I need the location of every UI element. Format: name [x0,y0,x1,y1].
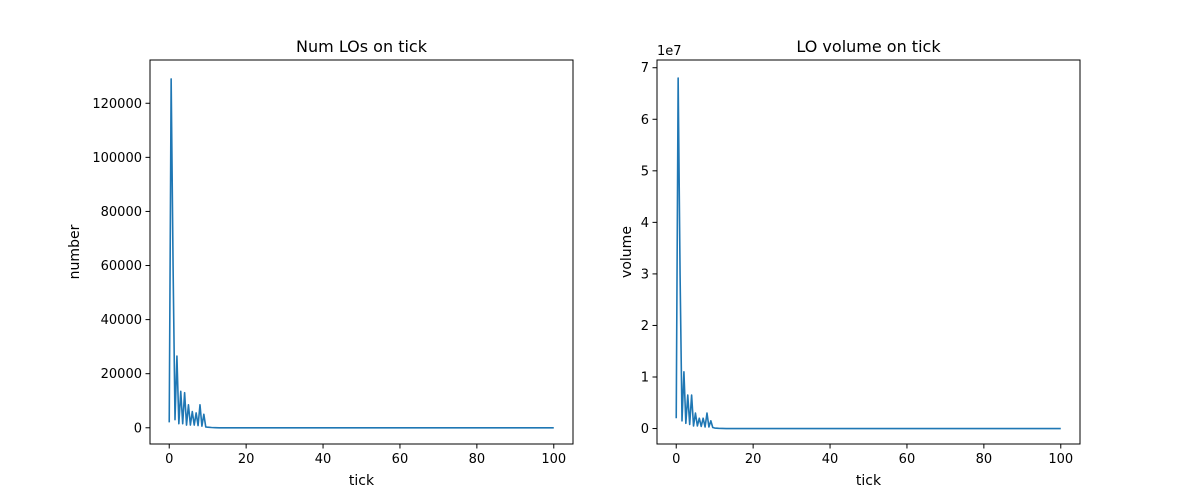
x-tick-label: 100 [1048,452,1073,467]
y-tick-label: 5 [641,164,649,179]
y-tick-label: 7 [641,61,649,76]
chart-title: LO volume on tick [796,37,941,56]
x-axis-label: tick [856,473,882,489]
y-tick-label: 60000 [101,259,142,274]
y-tick-label: 40000 [101,313,142,328]
x-tick-label: 0 [165,452,173,467]
x-tick-label: 60 [392,452,409,467]
y-axis-label: number [67,224,83,279]
x-axis-ticks: 0 20 40 60 80 100 [672,444,1073,467]
x-tick-label: 40 [822,452,839,467]
y-tick-label: 0 [134,421,142,436]
x-tick-label: 20 [238,452,255,467]
series-line [168,78,554,429]
series-layer [168,78,554,429]
subplot-lo-volume: LO volume on tick 0 20 40 60 80 100 01234567 … [619,37,1081,489]
x-axis-ticks: 0 20 40 60 80 100 [165,444,566,467]
y-tick-label: 4 [641,216,649,231]
y-tick-label: 2 [641,319,649,334]
y-tick-label: 3 [641,267,649,282]
x-tick-label: 60 [899,452,916,467]
plot-area-frame [149,59,574,445]
x-tick-label: 20 [745,452,762,467]
y-tick-label: 80000 [101,205,142,220]
y-tick-label: 120000 [92,97,142,112]
y-tick-label: 0 [641,422,649,437]
series-line [675,77,1061,430]
series-layer [675,77,1061,430]
y-tick-label: 100000 [92,151,142,166]
x-tick-label: 80 [976,452,993,467]
y-tick-label: 6 [641,113,649,128]
x-tick-label: 100 [541,452,566,467]
x-tick-label: 0 [672,452,680,467]
chart-title: Num LOs on tick [296,37,428,56]
x-axis-label: tick [349,473,375,489]
y-offset-label: 1e7 [657,44,682,59]
y-tick-label: 20000 [101,367,142,382]
y-axis-ticks: 0 20000 40000 60000 80000 100000 120000 [92,97,150,436]
plot-area-frame [656,59,1081,445]
y-axis-ticks: 0 1 2 3 4 5 6 7 [641,61,657,437]
x-tick-label: 40 [315,452,332,467]
x-tick-label: 80 [469,452,486,467]
y-axis-label: volume [619,226,635,278]
y-tick-label: 1 [641,370,649,385]
subplot-num-los: Num LOs on tick 0 20 40 60 80 100 0 20000 40000… [67,37,574,489]
